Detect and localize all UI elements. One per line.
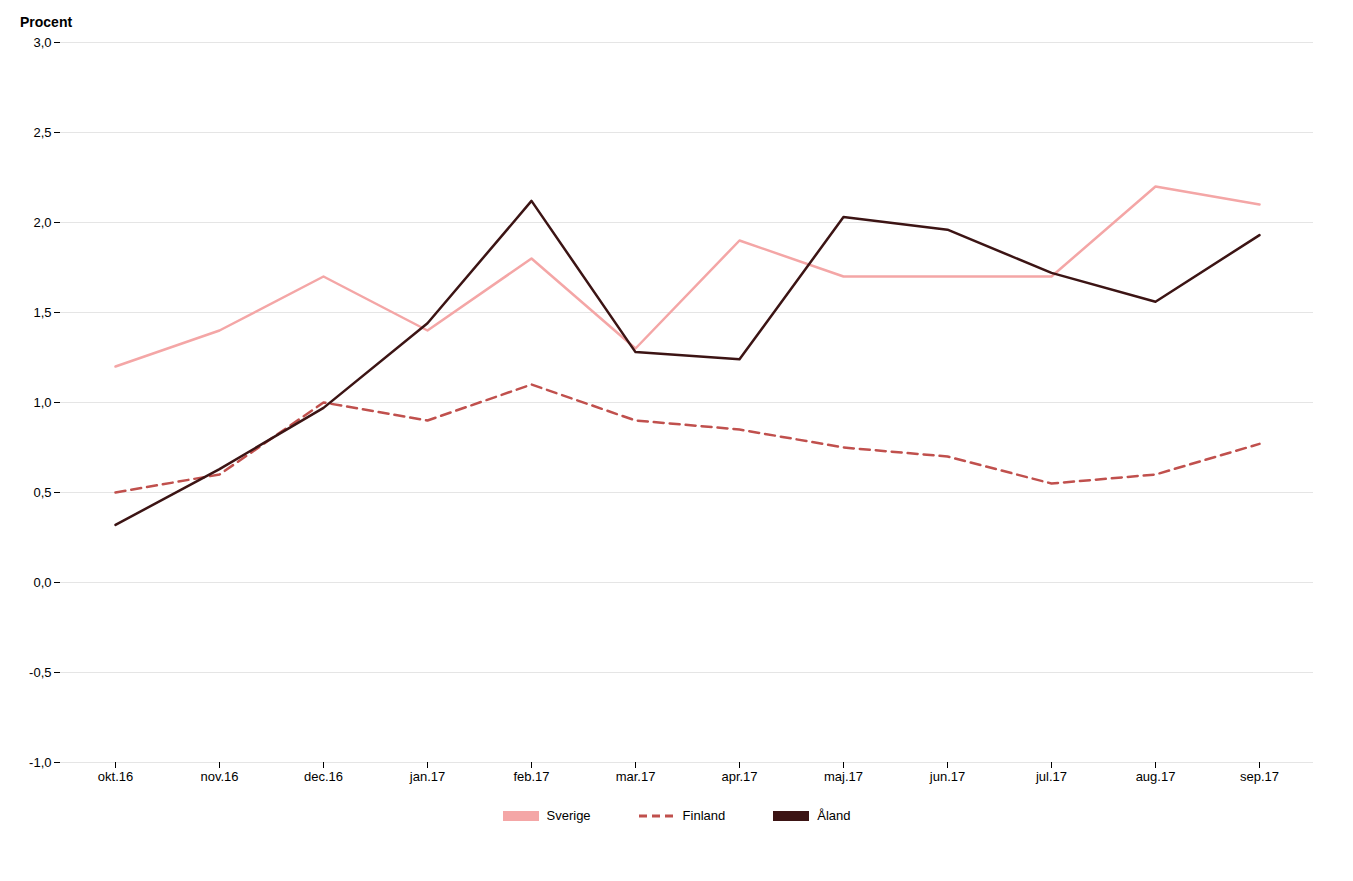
svg-text:0,0: 0,0	[33, 575, 51, 590]
svg-text:2,0: 2,0	[33, 215, 51, 230]
svg-text:sep.17: sep.17	[1240, 769, 1279, 784]
svg-text:-0,5: -0,5	[29, 665, 51, 680]
svg-text:2,5: 2,5	[33, 125, 51, 140]
svg-text:apr.17: apr.17	[721, 769, 757, 784]
svg-text:dec.16: dec.16	[304, 769, 343, 784]
svg-text:jan.17: jan.17	[409, 769, 445, 784]
svg-text:0,5: 0,5	[33, 485, 51, 500]
svg-text:1,0: 1,0	[33, 395, 51, 410]
svg-text:nov.16: nov.16	[200, 769, 238, 784]
svg-text:-1,0: -1,0	[29, 755, 51, 770]
svg-text:3,0: 3,0	[33, 35, 51, 50]
svg-text:maj.17: maj.17	[824, 769, 863, 784]
html-text:Procent: Procent	[20, 14, 73, 30]
svg-text:1,5: 1,5	[33, 305, 51, 320]
svg-text:okt.16: okt.16	[98, 769, 133, 784]
html-text:Sverige: Sverige	[546, 808, 591, 823]
svg-text:jun.17: jun.17	[929, 769, 965, 784]
html-text:Finland: Finland	[682, 808, 726, 823]
svg-text:mar.17: mar.17	[616, 769, 656, 784]
svg-text:feb.17: feb.17	[513, 769, 549, 784]
svg-text:aug.17: aug.17	[1136, 769, 1176, 784]
svg-text:jul.17: jul.17	[1035, 769, 1067, 784]
html-text:Åland: Åland	[817, 808, 851, 823]
